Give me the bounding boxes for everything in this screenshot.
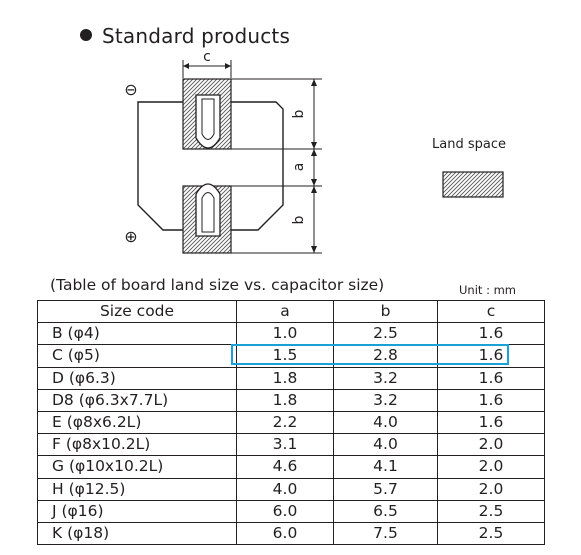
cell-a: 4.0 bbox=[236, 477, 334, 501]
cell-b: 4.0 bbox=[333, 433, 438, 457]
land-pattern-diagram: ⊖ ⊕ c b a b bbox=[124, 49, 504, 254]
cell-c: 2.0 bbox=[437, 455, 545, 479]
cell-size-code: D8 (φ6.3x7.7L) bbox=[37, 388, 237, 412]
table-row: E (φ8x6.2L) 2.2 4.0 1.6 bbox=[37, 410, 545, 435]
header-a: a bbox=[236, 299, 334, 324]
table-row: K (φ18) 6.0 7.5 2.5 bbox=[37, 521, 545, 546]
cell-b: 6.5 bbox=[333, 499, 438, 523]
cell-b: 4.0 bbox=[333, 410, 438, 435]
table-row: B (φ4) 1.0 2.5 1.6 bbox=[37, 322, 545, 346]
cell-a: 1.5 bbox=[236, 344, 334, 368]
plus-sign: ⊕ bbox=[124, 227, 137, 246]
cell-b: 3.2 bbox=[333, 388, 438, 412]
cell-c: 1.6 bbox=[437, 366, 545, 390]
unit-label: Unit : mm bbox=[459, 283, 517, 297]
cell-c: 1.6 bbox=[437, 410, 545, 435]
dimension-b-bottom-label: b bbox=[291, 215, 307, 224]
table-row: D8 (φ6.3x7.7L) 1.8 3.2 1.6 bbox=[37, 388, 545, 412]
table-row: D (φ6.3) 1.8 3.2 1.6 bbox=[37, 366, 545, 390]
cell-size-code: D (φ6.3) bbox=[37, 366, 237, 390]
cell-a: 6.0 bbox=[236, 521, 334, 546]
cell-a: 4.6 bbox=[236, 455, 334, 479]
table-row: C (φ5) 1.5 2.8 1.6 bbox=[37, 344, 545, 368]
bullet-icon bbox=[80, 29, 92, 41]
cell-size-code: F (φ8x10.2L) bbox=[37, 433, 237, 457]
dimension-a-label: a bbox=[291, 163, 307, 172]
page-title: Standard products bbox=[80, 24, 290, 48]
header-c: c bbox=[437, 299, 545, 324]
cell-c: 2.5 bbox=[437, 521, 545, 546]
cell-size-code: J (φ16) bbox=[37, 499, 237, 523]
terminal-top bbox=[195, 94, 221, 149]
terminal-bottom bbox=[195, 183, 221, 237]
cell-b: 4.1 bbox=[333, 455, 438, 479]
table-header-row: Size code a b c bbox=[37, 299, 545, 324]
header-size-code: Size code bbox=[37, 299, 237, 324]
table-row: G (φ10x10.2L) 4.6 4.1 2.0 bbox=[37, 455, 545, 479]
cell-c: 2.5 bbox=[437, 499, 545, 523]
cell-b: 2.8 bbox=[333, 344, 438, 368]
cell-size-code: K (φ18) bbox=[37, 521, 237, 546]
capacitor-outline bbox=[137, 101, 284, 231]
cell-size-code: G (φ10x10.2L) bbox=[37, 455, 237, 479]
cell-b: 5.7 bbox=[333, 477, 438, 501]
land-size-table: Size code a b c B (φ4) 1.0 2.5 1.6 C (φ5… bbox=[37, 299, 545, 546]
terminal-top-inner bbox=[201, 98, 215, 140]
cell-a: 1.8 bbox=[236, 388, 334, 412]
cell-a: 3.1 bbox=[236, 433, 334, 457]
cell-c: 1.6 bbox=[437, 388, 545, 412]
land-space-label: Land space bbox=[432, 137, 506, 152]
dimension-b-top-label: b bbox=[291, 109, 307, 118]
cell-size-code: E (φ8x6.2L) bbox=[37, 410, 237, 435]
cell-c: 2.0 bbox=[437, 433, 545, 457]
cell-a: 6.0 bbox=[236, 499, 334, 523]
land-space-swatch bbox=[442, 171, 504, 198]
dimension-c-label: c bbox=[203, 49, 211, 65]
cell-size-code: H (φ12.5) bbox=[37, 477, 237, 501]
header-b: b bbox=[333, 299, 438, 324]
minus-sign: ⊖ bbox=[124, 80, 137, 99]
cell-c: 1.6 bbox=[437, 344, 545, 368]
cell-size-code: B (φ4) bbox=[37, 322, 237, 346]
cell-c: 1.6 bbox=[437, 322, 545, 346]
cell-a: 1.0 bbox=[236, 322, 334, 346]
cell-a: 2.2 bbox=[236, 410, 334, 435]
terminal-bottom-inner bbox=[201, 192, 215, 233]
table-caption: (Table of board land size vs. capacitor … bbox=[50, 276, 385, 294]
table-row: J (φ16) 6.0 6.5 2.5 bbox=[37, 499, 545, 523]
cell-b: 3.2 bbox=[333, 366, 438, 390]
cell-b: 7.5 bbox=[333, 521, 438, 546]
cell-c: 2.0 bbox=[437, 477, 545, 501]
table-row: F (φ8x10.2L) 3.1 4.0 2.0 bbox=[37, 433, 545, 457]
cell-size-code: C (φ5) bbox=[37, 344, 237, 368]
table-row: H (φ12.5) 4.0 5.7 2.0 bbox=[37, 477, 545, 501]
cell-a: 1.8 bbox=[236, 366, 334, 390]
cell-b: 2.5 bbox=[333, 322, 438, 346]
